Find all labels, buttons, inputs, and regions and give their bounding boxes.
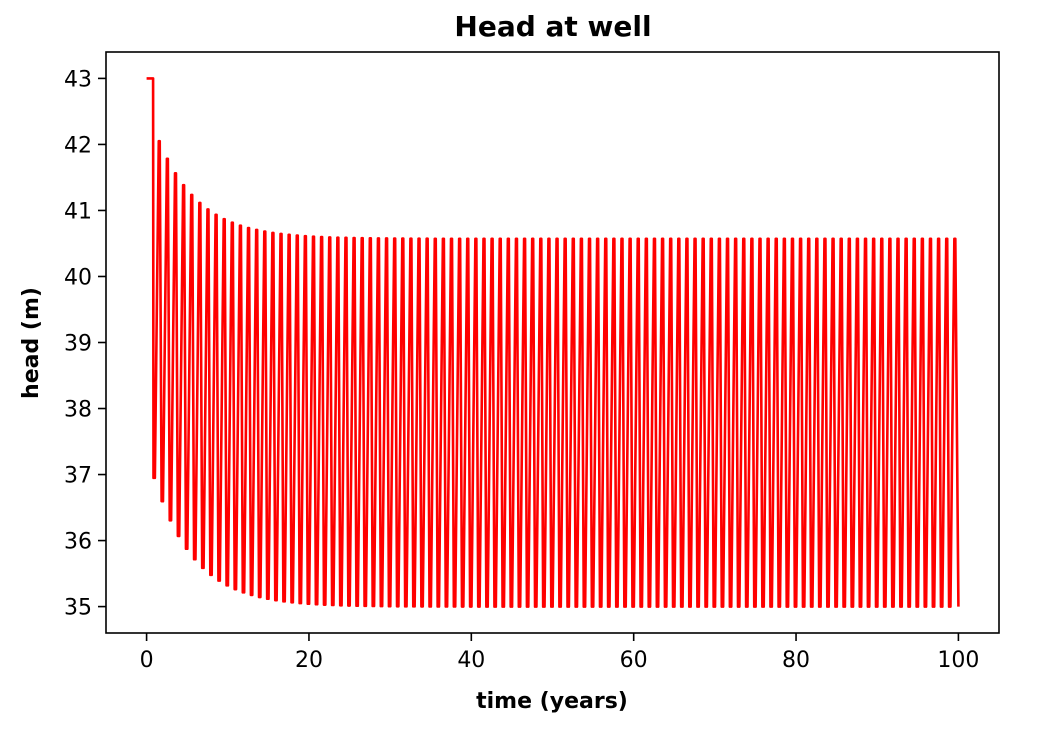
y-tick-label: 35 xyxy=(64,596,92,621)
x-axis: 0 20 40 60 80 100 xyxy=(140,633,979,673)
x-tick-label: 40 xyxy=(457,648,485,673)
chart-title: Head at well xyxy=(454,10,651,43)
y-tick-label: 38 xyxy=(64,398,92,423)
plot-area xyxy=(105,51,1000,634)
x-tick-label: 0 xyxy=(140,648,154,673)
series-line xyxy=(146,77,960,608)
y-tick-label: 43 xyxy=(64,67,92,92)
y-tick-label: 42 xyxy=(64,133,92,158)
y-tick-label: 40 xyxy=(64,265,92,290)
y-tick-label: 39 xyxy=(64,332,92,357)
y-axis-label: head (m) xyxy=(19,287,44,399)
x-axis-label: time (years) xyxy=(476,689,628,714)
y-tick-label: 36 xyxy=(64,530,92,555)
x-tick-label: 60 xyxy=(620,648,648,673)
x-tick-label: 80 xyxy=(782,648,810,673)
y-tick-label: 41 xyxy=(64,199,92,224)
y-tick-label: 37 xyxy=(64,464,92,489)
series-layer xyxy=(146,77,960,608)
x-tick-label: 100 xyxy=(937,648,979,673)
x-tick-label: 20 xyxy=(295,648,323,673)
y-axis: 35 36 37 38 39 40 41 42 43 xyxy=(64,67,106,621)
